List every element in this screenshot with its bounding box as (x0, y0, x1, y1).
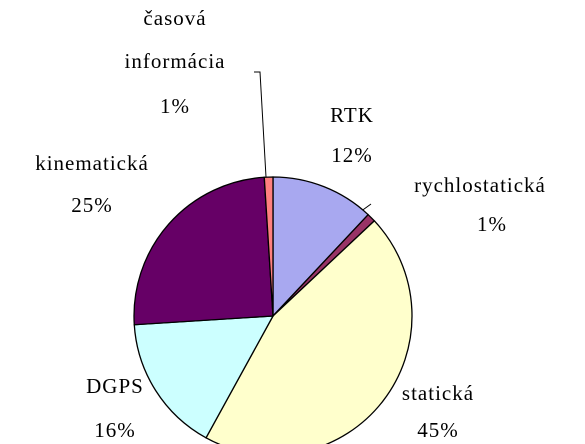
slice-label: statická (402, 381, 474, 405)
slice-label: RTK (330, 103, 374, 127)
slice-value-label: 16% (94, 418, 136, 442)
slice-value-label: 45% (417, 418, 459, 442)
pie-slice (263, 176, 274, 317)
slice-label: časová informácia (125, 6, 226, 73)
pie-slice (133, 176, 274, 326)
slice-value-label: 25% (71, 193, 113, 217)
slice-label: DGPS (86, 374, 144, 398)
leader-line (254, 71, 267, 178)
pie-slice (272, 176, 370, 318)
slice-value-label: 12% (331, 143, 373, 167)
pie-slice (133, 315, 275, 439)
slice-label: kinematická (35, 151, 149, 175)
slice-value-label: 1% (477, 212, 507, 236)
pie-slice (205, 219, 413, 444)
slice-label: rychlostatická (414, 173, 546, 197)
slice-value-label: 1% (160, 94, 190, 118)
